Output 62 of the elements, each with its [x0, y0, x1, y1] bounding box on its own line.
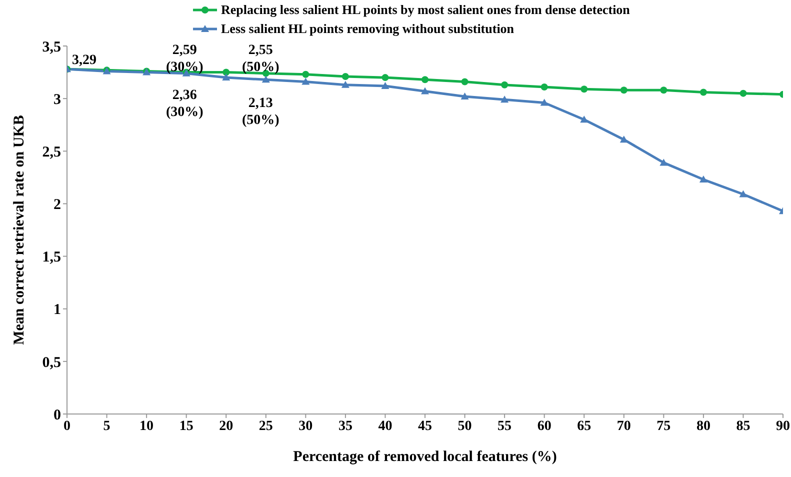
point — [342, 72, 349, 80]
point — [620, 136, 628, 143]
x-tick-label: 40 — [378, 418, 392, 434]
y-tick-label: 3,5 — [42, 39, 61, 56]
point — [700, 88, 707, 96]
y-tick-label: 1 — [54, 302, 61, 318]
point — [341, 80, 350, 88]
legend-label: Replacing less salient HL points by most salient ones from dense detection — [221, 2, 630, 18]
point — [660, 158, 668, 166]
x-tick-label: 45 — [418, 418, 432, 434]
point — [580, 116, 588, 123]
x-tick-label: 15 — [179, 418, 194, 434]
annotation: 2,36 (30%) — [166, 87, 204, 121]
x-tick-label: 55 — [498, 418, 512, 434]
y-tick-label: 2,5 — [42, 144, 61, 160]
y-tick-label: 0,5 — [42, 354, 61, 371]
y-tick-label: 1,5 — [42, 250, 61, 266]
x-tick-label: 10 — [140, 418, 154, 434]
y-axis-title: Mean correct retrieval rate on UKB — [11, 115, 28, 345]
point — [421, 87, 429, 94]
point — [500, 96, 509, 103]
point — [540, 98, 548, 106]
x-tick-label: 35 — [338, 418, 352, 434]
point — [740, 90, 747, 97]
x-tick-label: 50 — [458, 418, 472, 434]
y-tick-label: 3 — [54, 92, 61, 108]
point — [262, 76, 270, 83]
x-tick-label: 85 — [736, 418, 750, 434]
point — [422, 76, 428, 84]
point — [302, 70, 310, 78]
point — [501, 81, 508, 88]
legend-label: Less salient HL points removing without substitution — [221, 20, 514, 36]
point — [580, 86, 588, 93]
point — [382, 74, 389, 82]
x-tick-label: 60 — [537, 418, 552, 434]
x-tick-label: 30 — [298, 418, 313, 434]
point — [222, 74, 230, 81]
point — [699, 176, 708, 183]
x-tick-label: 90 — [776, 418, 790, 434]
x-tick-label: 5 — [103, 418, 110, 434]
x-tick-label: 70 — [616, 418, 631, 434]
x-tick-label: 75 — [656, 418, 671, 434]
x-tick-label: 20 — [219, 418, 234, 434]
point — [381, 82, 390, 89]
annotation: 2,13 (50%) — [242, 95, 280, 129]
y-tick-label: 2 — [54, 197, 61, 214]
point — [302, 78, 310, 85]
point — [739, 190, 748, 198]
x-tick-label: 80 — [696, 418, 710, 434]
x-tick-label: 65 — [577, 418, 592, 434]
point — [620, 86, 628, 94]
annotation: 3,29 — [72, 52, 96, 69]
point — [460, 92, 469, 100]
x-tick-label: 25 — [258, 418, 273, 434]
point — [461, 78, 468, 86]
point — [540, 84, 548, 91]
point — [222, 68, 230, 76]
x-axis-title: Percentage of removed local features (%) — [293, 449, 557, 465]
x-tick-label: 0 — [64, 418, 70, 434]
y-tick-label: 0 — [54, 407, 61, 424]
annotation: 2,55 (50%) — [242, 42, 280, 76]
point — [660, 86, 668, 94]
